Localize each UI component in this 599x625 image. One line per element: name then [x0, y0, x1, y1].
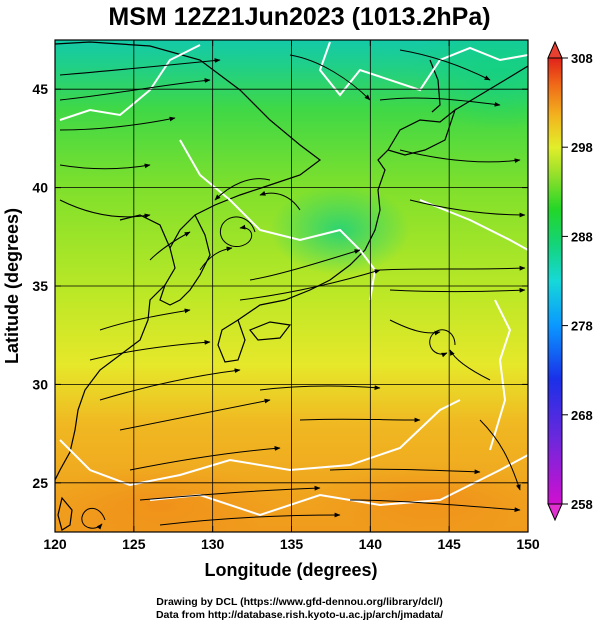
streamline [59, 116, 176, 131]
coastline-kyushu [217, 319, 246, 363]
credits: Drawing by DCL (https://www.gfd-dennou.o… [0, 596, 599, 622]
streamline [214, 178, 271, 201]
x-tick-label: 125 [122, 536, 146, 552]
coastline-bohai [119, 214, 171, 249]
streamline [119, 398, 271, 431]
streamline [59, 199, 151, 219]
streamline [349, 499, 521, 513]
y-tick-label: 45 [32, 81, 48, 97]
streamline [379, 97, 501, 107]
colorbar-tick-label: 258 [571, 497, 593, 512]
streamline-anticyclone-south [81, 507, 106, 530]
y-tick-label: 30 [32, 376, 48, 392]
colorbar-scale [547, 57, 563, 505]
coastline-honshu [237, 149, 389, 321]
warm-region-southeast [310, 465, 528, 532]
y-axis-label: Latitude (degrees) [2, 208, 22, 364]
streamline [149, 231, 191, 261]
streamline [139, 485, 321, 501]
streamline [389, 319, 441, 336]
isotherm-south [59, 399, 461, 487]
isotherm-north [59, 44, 201, 121]
streamline [399, 149, 521, 164]
isotherm-east [489, 299, 512, 451]
y-axis-ticks: 25 30 35 40 45 [32, 81, 528, 491]
x-tick-label: 150 [516, 536, 540, 552]
streamline [59, 78, 211, 101]
colorbar-max-arrow [547, 40, 563, 59]
colorbar: 258 268 278 288 298 308 [547, 40, 593, 522]
x-axis-ticks: 120 125 130 135 140 145 150 [43, 40, 540, 552]
streamline [59, 58, 221, 76]
x-tick-label: 120 [43, 536, 67, 552]
streamline [479, 419, 521, 491]
streamline [59, 163, 151, 170]
streamline [249, 249, 361, 281]
streamline [409, 199, 526, 218]
coastline-korea [159, 214, 211, 306]
streamline [99, 308, 191, 331]
credit-data-source: Data from http://database.rish.kyoto-u.a… [155, 609, 444, 621]
streamline-cyclone-japan-sea [219, 216, 256, 248]
y-tick-label: 25 [32, 475, 48, 491]
wind-streamlines [59, 49, 526, 530]
streamline [389, 287, 526, 293]
x-axis-label: Longitude (degrees) [204, 560, 377, 580]
colorbar-tick-label: 278 [571, 319, 593, 334]
streamline [259, 191, 301, 211]
x-tick-label: 135 [280, 536, 304, 552]
colorbar-ticks: 258 268 278 288 298 308 [562, 51, 593, 512]
streamline [159, 512, 341, 526]
streamline [89, 340, 211, 361]
streamline [99, 368, 241, 401]
streamline [379, 265, 526, 271]
coastlines [55, 41, 528, 531]
streamline [289, 54, 371, 101]
colorbar-min-arrow [547, 503, 563, 522]
x-tick-label: 130 [201, 536, 225, 552]
y-tick-label: 40 [32, 180, 48, 196]
coastline-taiwan [57, 496, 73, 531]
x-tick-label: 145 [437, 536, 461, 552]
colorbar-tick-label: 268 [571, 408, 593, 423]
streamline [299, 417, 421, 423]
x-tick-label: 140 [359, 536, 383, 552]
streamline [329, 468, 481, 475]
streamline [199, 246, 233, 271]
isotherm-pacific [419, 199, 528, 251]
streamline [239, 269, 381, 301]
colorbar-tick-label: 288 [571, 229, 593, 244]
warm-region-south [55, 465, 280, 532]
coastline-kurils [454, 65, 528, 111]
streamline [449, 349, 491, 381]
colorbar-tick-label: 308 [571, 51, 593, 66]
streamline [259, 385, 381, 391]
map-plot-area [55, 40, 528, 532]
isotherm-northeast [318, 41, 528, 97]
credit-drawing: Drawing by DCL (https://www.gfd-dennou.o… [156, 596, 443, 608]
coastline-asia-mainland [55, 41, 321, 481]
streamline [129, 446, 281, 471]
grid-lines [55, 40, 528, 532]
y-tick-label: 35 [32, 278, 48, 294]
streamline [399, 49, 491, 81]
coastline-shikoku [249, 321, 292, 341]
map-title: MSM 12Z21Jun2023 (1013.2hPa) [108, 3, 491, 31]
streamline-cyclone-pacific [429, 329, 456, 358]
colorbar-tick-label: 298 [571, 140, 593, 155]
